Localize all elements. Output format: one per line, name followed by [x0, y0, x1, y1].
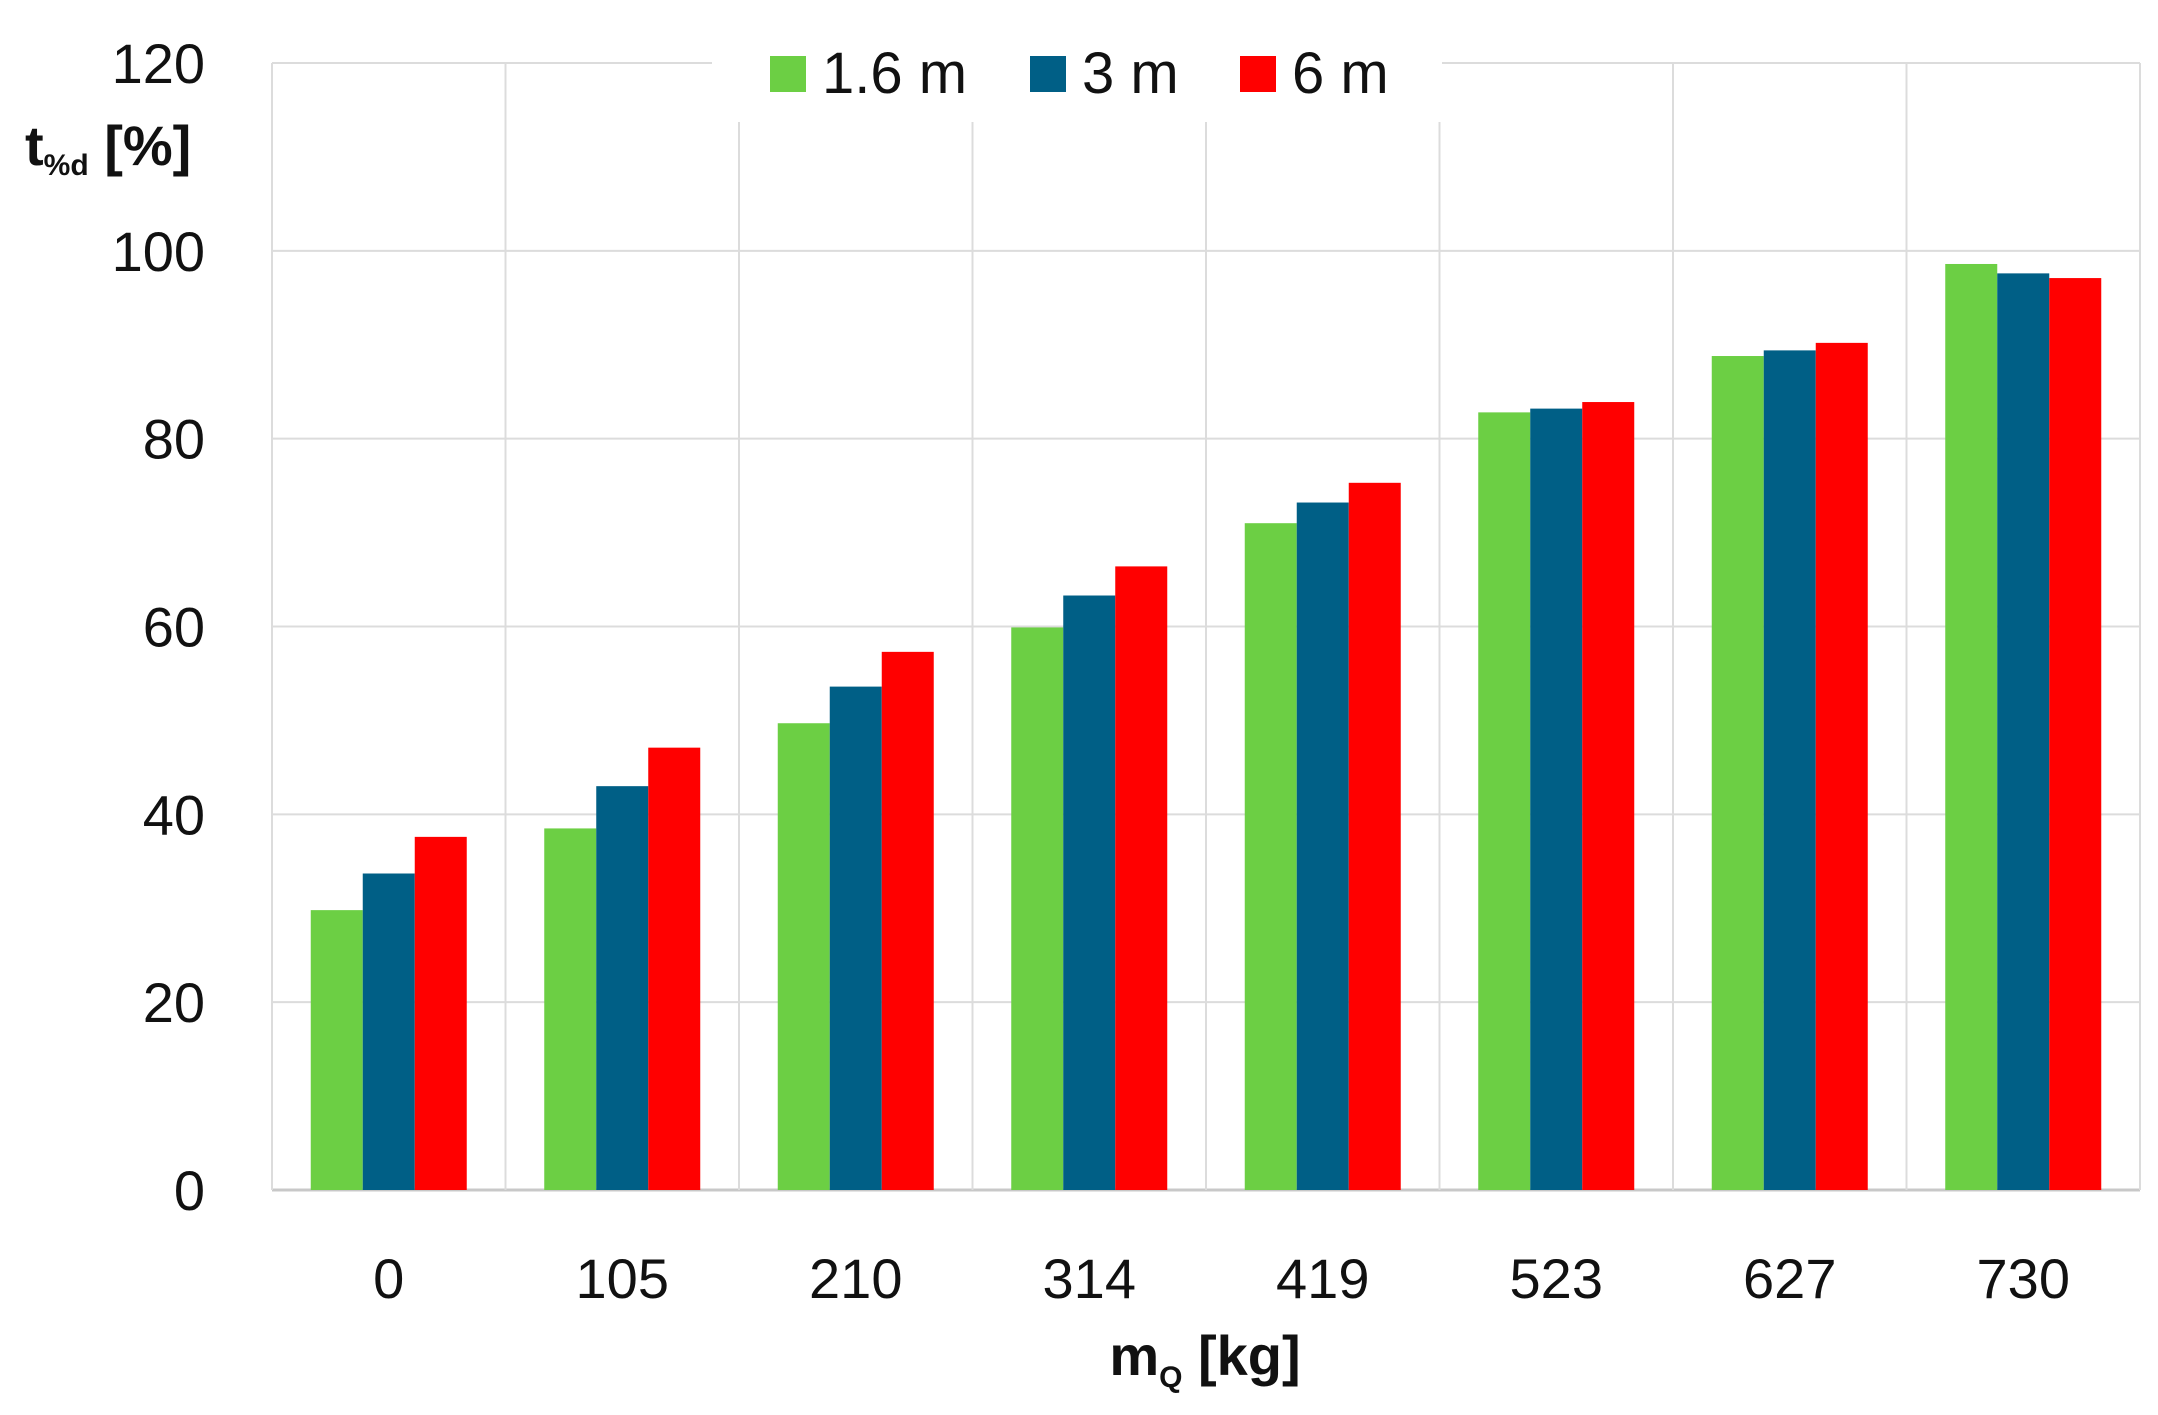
legend-label: 1.6 m: [822, 41, 967, 106]
bar-3-m-419: [1296, 502, 1349, 1190]
bar-6-m-523: [1582, 402, 1635, 1190]
x-tick-label: 730: [1977, 1247, 2070, 1310]
y-axis-title: t%d [%]: [25, 114, 191, 182]
bar-6-m-105: [648, 747, 701, 1190]
bar-3-m-0: [362, 873, 415, 1190]
x-axis-tick-labels: 0 105 210 314 419 523 627 730: [373, 1247, 2070, 1310]
bar-1-6-m-419: [1244, 523, 1297, 1190]
gridlines: [271, 62, 2141, 1192]
legend: 1.6 m 3 m 6 m: [712, 30, 1442, 122]
bar-3-m-627: [1763, 350, 1816, 1190]
bar-6-m-0: [414, 836, 467, 1190]
legend-swatch: [770, 56, 806, 92]
x-tick-label: 419: [1276, 1247, 1369, 1310]
y-tick-label: 20: [143, 971, 205, 1034]
x-tick-label: 523: [1510, 1247, 1603, 1310]
legend-swatch: [1030, 56, 1066, 92]
x-tick-label: 627: [1743, 1247, 1836, 1310]
bar-3-m-105: [596, 786, 649, 1190]
y-tick-label: 120: [112, 32, 205, 95]
x-axis-title: mQ [kg]: [1109, 1324, 1300, 1394]
y-tick-label: 80: [143, 408, 205, 471]
y-axis-tick-labels: 0 20 40 60 80 100 120: [112, 32, 205, 1222]
y-tick-label: 40: [143, 783, 205, 846]
bar-1-6-m-523: [1478, 412, 1531, 1190]
bar-6-m-419: [1348, 482, 1401, 1190]
bar-1-6-m-314: [1011, 627, 1064, 1190]
bar-3-m-314: [1063, 595, 1116, 1190]
legend-label: 6 m: [1292, 41, 1389, 106]
legend-background: [712, 30, 1442, 122]
bar-1-6-m-627: [1711, 356, 1764, 1190]
x-tick-label: 105: [576, 1247, 669, 1310]
bar-6-m-627: [1815, 342, 1868, 1190]
bar-6-m-314: [1115, 566, 1168, 1190]
legend-swatch: [1240, 56, 1276, 92]
x-tick-label: 0: [373, 1247, 404, 1310]
bar-6-m-210: [881, 651, 934, 1190]
bar-1-6-m-730: [1945, 263, 1998, 1190]
bar-3-m-730: [1997, 273, 2050, 1191]
y-tick-label: 0: [174, 1159, 205, 1222]
bar-6-m-730: [2049, 278, 2102, 1190]
x-tick-label: 314: [1043, 1247, 1136, 1310]
bar-1-6-m-105: [544, 828, 597, 1190]
legend-label: 3 m: [1082, 41, 1179, 106]
bar-1-6-m-210: [777, 723, 830, 1190]
y-tick-label: 60: [143, 596, 205, 659]
bar-3-m-523: [1530, 408, 1583, 1190]
x-tick-label: 210: [809, 1247, 902, 1310]
y-tick-label: 100: [112, 220, 205, 283]
bar-1-6-m-0: [310, 910, 363, 1190]
bar-3-m-210: [829, 686, 882, 1190]
bars-layer: [310, 263, 2102, 1191]
